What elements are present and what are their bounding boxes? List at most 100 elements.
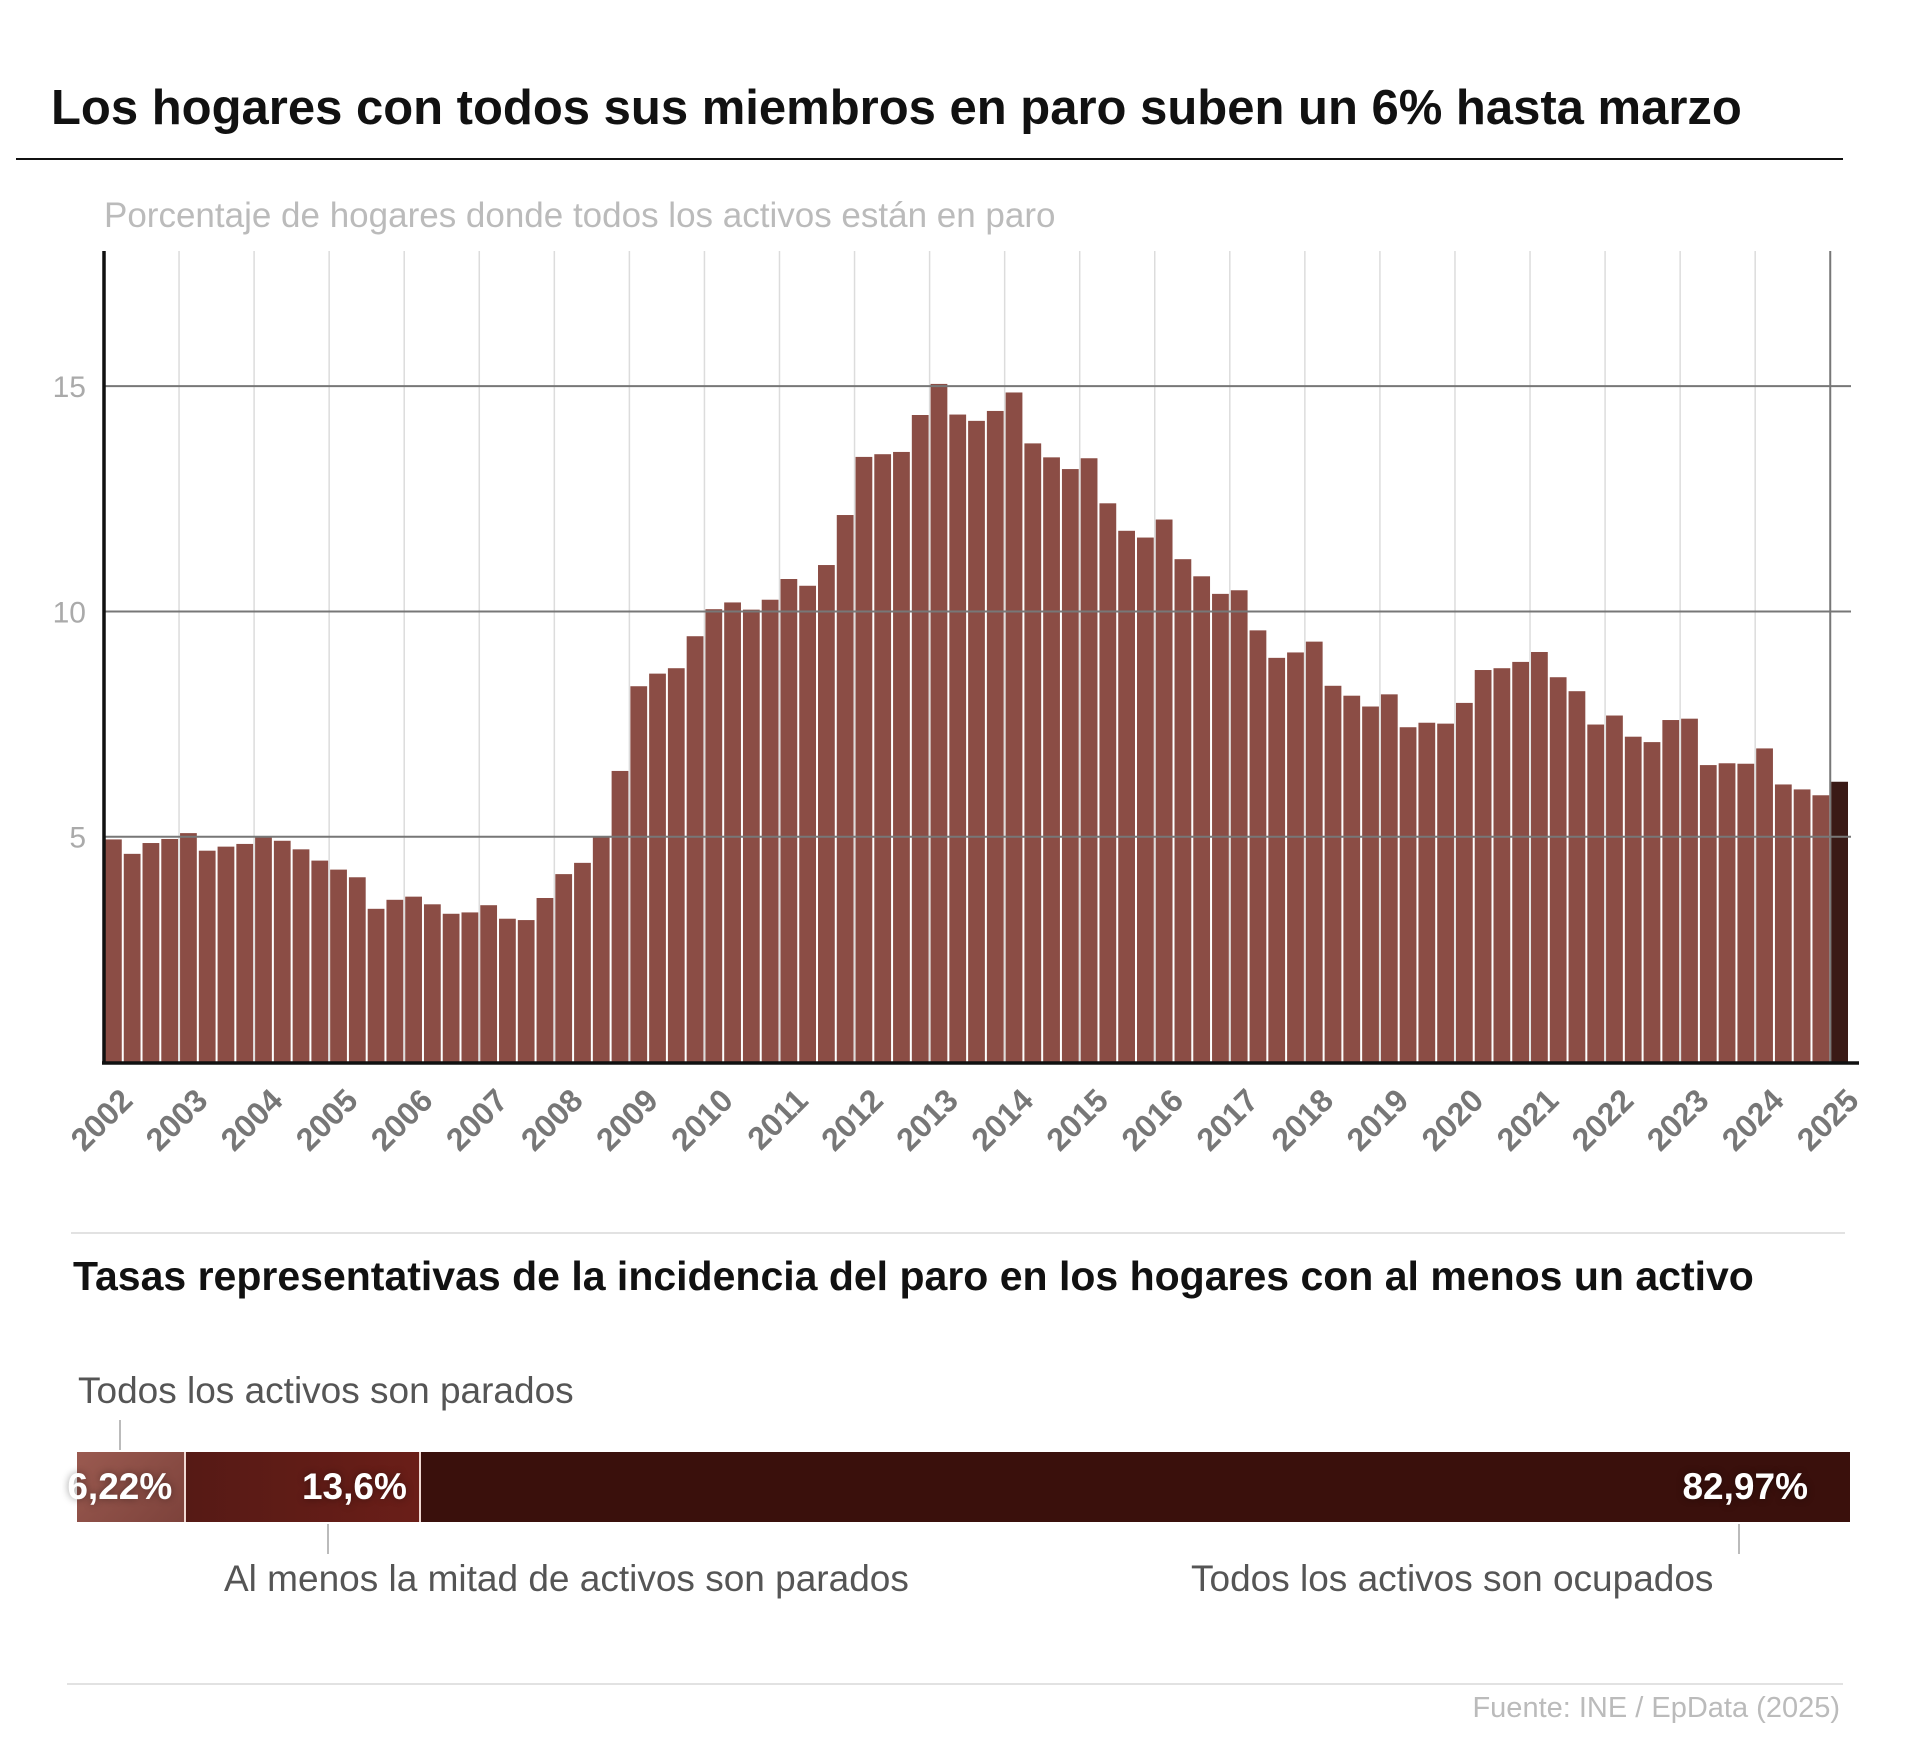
x-tick-label: 2006 bbox=[364, 1082, 440, 1158]
x-tick-label: 2008 bbox=[514, 1082, 590, 1158]
bar bbox=[1455, 702, 1473, 1062]
x-tick-label: 2013 bbox=[889, 1082, 965, 1158]
bar bbox=[1643, 742, 1661, 1062]
bar bbox=[1568, 691, 1586, 1062]
x-tick-label: 2024 bbox=[1715, 1082, 1791, 1158]
bar bbox=[1418, 722, 1436, 1062]
bar bbox=[1118, 530, 1135, 1062]
bar bbox=[1531, 651, 1548, 1062]
bar bbox=[1249, 630, 1267, 1062]
bar bbox=[893, 451, 910, 1063]
segment-leader-line bbox=[119, 1420, 121, 1450]
bar bbox=[255, 836, 272, 1062]
bar bbox=[667, 668, 685, 1062]
bar bbox=[1699, 765, 1717, 1062]
bar bbox=[1493, 668, 1511, 1062]
bar bbox=[911, 415, 929, 1063]
bar bbox=[367, 908, 385, 1062]
x-tick-label: 2012 bbox=[814, 1082, 890, 1158]
segment-leader-line bbox=[1738, 1524, 1740, 1554]
bar bbox=[1774, 784, 1792, 1062]
x-tick-label: 2005 bbox=[289, 1082, 365, 1158]
bar bbox=[1474, 670, 1492, 1062]
bar bbox=[236, 843, 254, 1062]
bar bbox=[968, 420, 985, 1062]
bar bbox=[1099, 503, 1117, 1062]
bar bbox=[592, 836, 610, 1062]
bar bbox=[574, 862, 591, 1062]
bar bbox=[442, 913, 460, 1062]
chart-title: Los hogares con todos sus miembros en pa… bbox=[51, 81, 1742, 135]
bar bbox=[311, 860, 329, 1062]
bar bbox=[986, 410, 1004, 1062]
bar bbox=[330, 869, 347, 1062]
bar bbox=[1549, 677, 1567, 1062]
segment-label-all-unemployed: Todos los activos son parados bbox=[78, 1370, 574, 1411]
bar bbox=[517, 920, 535, 1062]
bar bbox=[649, 673, 666, 1062]
bar bbox=[1324, 685, 1342, 1062]
bar bbox=[836, 515, 854, 1062]
source-note: Fuente: INE / EpData (2025) bbox=[1472, 1692, 1840, 1724]
x-tick-label: 2007 bbox=[439, 1082, 515, 1158]
bar bbox=[611, 770, 629, 1062]
y-tick-label: 15 bbox=[53, 371, 86, 404]
bar bbox=[1737, 763, 1755, 1062]
x-tick-label: 2019 bbox=[1339, 1082, 1415, 1158]
bar bbox=[161, 838, 179, 1062]
bar bbox=[1831, 781, 1848, 1062]
stacked-bar-title: Tasas representativas de la incidencia d… bbox=[73, 1253, 1754, 1299]
segment-all-unemployed: 6,22% bbox=[67, 1452, 185, 1522]
bar bbox=[1174, 559, 1192, 1062]
segment-value: 6,22% bbox=[67, 1466, 173, 1507]
bar bbox=[1287, 652, 1304, 1062]
bar bbox=[1362, 706, 1379, 1062]
bar bbox=[1662, 720, 1680, 1062]
bar bbox=[386, 899, 404, 1062]
section-divider bbox=[71, 1232, 1845, 1234]
bar bbox=[1193, 576, 1211, 1062]
x-tick-label: 2018 bbox=[1264, 1082, 1340, 1158]
bar bbox=[1793, 789, 1811, 1062]
bar bbox=[1230, 590, 1248, 1062]
bar bbox=[1380, 694, 1398, 1062]
bar bbox=[1043, 457, 1060, 1062]
bar bbox=[555, 874, 573, 1062]
bar bbox=[1024, 443, 1042, 1062]
bar bbox=[1080, 458, 1098, 1062]
bar bbox=[874, 454, 892, 1062]
bar bbox=[142, 843, 160, 1062]
bar bbox=[292, 849, 310, 1062]
segment-label-all-employed: Todos los activos son ocupados bbox=[1191, 1558, 1714, 1599]
bar bbox=[1756, 748, 1773, 1062]
x-tick-label: 2017 bbox=[1189, 1082, 1265, 1158]
bar bbox=[930, 383, 948, 1062]
bar bbox=[405, 896, 422, 1062]
stacked-bar: 6,22% 13,6% 82,97% bbox=[67, 1452, 1850, 1522]
bar bbox=[217, 846, 235, 1062]
bar bbox=[799, 585, 817, 1062]
bar bbox=[499, 918, 516, 1062]
bar bbox=[761, 599, 779, 1062]
segment-value: 13,6% bbox=[301, 1466, 407, 1507]
x-tick-label: 2002 bbox=[64, 1082, 140, 1158]
x-tick-label: 2010 bbox=[664, 1082, 740, 1158]
bar bbox=[348, 877, 366, 1062]
bar bbox=[724, 602, 741, 1062]
y-tick-label: 10 bbox=[53, 596, 86, 629]
bar bbox=[180, 833, 197, 1062]
x-tick-label: 2022 bbox=[1565, 1082, 1641, 1158]
x-tick-label: 2021 bbox=[1490, 1082, 1566, 1158]
title-divider bbox=[16, 158, 1843, 160]
bar bbox=[1812, 795, 1830, 1062]
bar bbox=[630, 686, 648, 1062]
bar bbox=[480, 905, 498, 1062]
y-tick-label: 5 bbox=[69, 822, 86, 855]
bar bbox=[705, 609, 723, 1062]
bar bbox=[1136, 537, 1154, 1062]
bar bbox=[1399, 727, 1417, 1062]
segment-label-half-unemployed: Al menos la mitad de activos son parados bbox=[224, 1558, 909, 1599]
bar bbox=[461, 912, 479, 1062]
bar bbox=[1587, 724, 1605, 1062]
